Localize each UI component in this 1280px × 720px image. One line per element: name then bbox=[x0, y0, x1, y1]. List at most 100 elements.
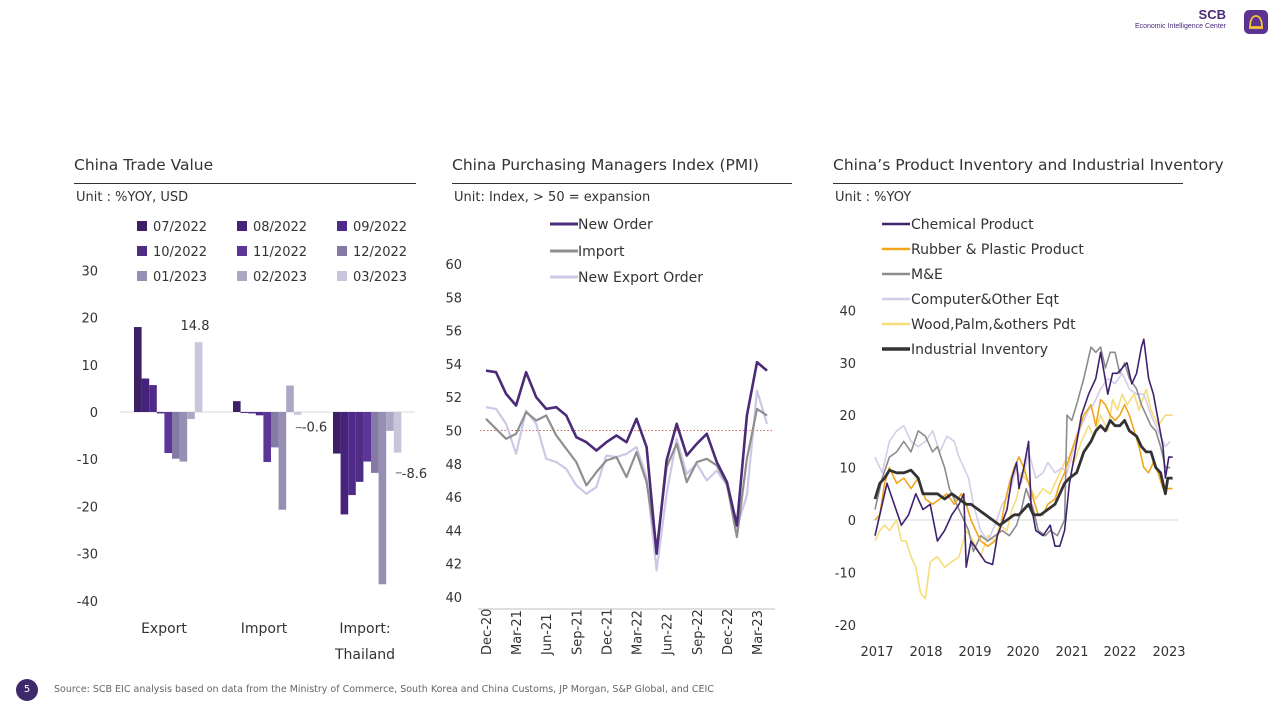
trade-category-label: Export bbox=[141, 621, 187, 637]
trade-bar bbox=[363, 412, 371, 462]
trade-legend-swatch bbox=[237, 271, 247, 281]
pmi-ytick-label: 48 bbox=[445, 458, 462, 473]
pmi-legend-label: New Order bbox=[578, 217, 653, 233]
pmi-ytick-label: 60 bbox=[445, 258, 462, 273]
trade-legend-swatch bbox=[137, 271, 147, 281]
inventory-ytick-label: 30 bbox=[839, 357, 856, 372]
trade-bar bbox=[340, 412, 349, 515]
inventory-ytick-label: -10 bbox=[835, 566, 856, 581]
brand-text: SCB Economic Intelligence Center bbox=[1135, 8, 1226, 31]
trade-bar bbox=[393, 412, 402, 453]
pmi-xtick-label: Mar-23 bbox=[751, 610, 766, 655]
pmi-series-line bbox=[485, 389, 769, 572]
trade-legend-label: 01/2023 bbox=[153, 270, 207, 285]
trade-bar bbox=[286, 385, 294, 412]
trade-ytick-label: 30 bbox=[81, 264, 98, 279]
inventory-ytick-label: -20 bbox=[835, 619, 856, 634]
trade-legend-label: 12/2022 bbox=[353, 245, 407, 260]
scb-logo-mark bbox=[1244, 10, 1268, 34]
pmi-title-rule bbox=[452, 183, 792, 184]
pmi-panel: China Purchasing Managers Index (PMI) Un… bbox=[452, 150, 797, 670]
pmi-ytick-label: 42 bbox=[445, 558, 462, 573]
pmi-xtick-label: Dec-22 bbox=[721, 609, 736, 655]
pmi-ytick-label: 44 bbox=[445, 524, 462, 539]
trade-bar bbox=[240, 412, 249, 413]
inventory-unit-label: Unit : %YOY bbox=[835, 190, 912, 205]
trade-bar bbox=[248, 412, 256, 414]
trade-bar bbox=[141, 378, 150, 412]
pmi-ytick-label: 50 bbox=[445, 425, 462, 440]
pmi-series-line bbox=[485, 360, 768, 556]
pmi-xtick-label: Mar-22 bbox=[631, 610, 646, 655]
trade-bar bbox=[278, 412, 287, 510]
inventory-series-line bbox=[874, 346, 1171, 553]
inventory-legend-label: Wood,Palm,&others Pdt bbox=[911, 317, 1076, 333]
trade-legend-label: 02/2023 bbox=[253, 270, 307, 285]
trade-legend-label: 11/2022 bbox=[253, 245, 307, 260]
trade-bar bbox=[263, 412, 271, 463]
trade-legend-swatch bbox=[137, 221, 147, 231]
trade-bar bbox=[271, 412, 279, 448]
trade-data-label: 14.8 bbox=[181, 319, 210, 334]
source-note: Source: SCB EIC analysis based on data f… bbox=[54, 684, 714, 695]
inventory-series-line bbox=[874, 398, 1173, 548]
pmi-xtick-label: Jun-22 bbox=[661, 613, 676, 656]
brand-subtitle: Economic Intelligence Center bbox=[1134, 23, 1226, 30]
pmi-xtick-label: Mar-21 bbox=[510, 610, 525, 655]
trade-category-label: Import bbox=[241, 621, 288, 637]
inventory-ytick-label: 20 bbox=[839, 409, 856, 424]
trade-bar bbox=[293, 412, 302, 415]
trade-ytick-label: -10 bbox=[77, 453, 98, 468]
trade-bar bbox=[333, 412, 341, 454]
trade-ytick-label: -30 bbox=[77, 548, 98, 563]
inventory-legend-label: M&E bbox=[911, 267, 943, 283]
inventory-chart-title: China’s Product Inventory and Industrial… bbox=[833, 156, 1224, 174]
inventory-xtick-label: 2017 bbox=[860, 645, 893, 660]
inventory-xtick-label: 2019 bbox=[958, 645, 991, 660]
trade-bar bbox=[355, 412, 364, 482]
pmi-legend-label: New Export Order bbox=[578, 270, 703, 286]
trade-category-label: Thailand bbox=[334, 647, 395, 663]
pmi-xtick-label: Dec-20 bbox=[480, 609, 495, 655]
pmi-ytick-label: 56 bbox=[445, 325, 462, 340]
pmi-legend-label: Import bbox=[578, 244, 625, 260]
trade-category-label: Import: bbox=[339, 621, 390, 637]
page-number: 5 bbox=[16, 679, 38, 701]
trade-unit-label: Unit : %YOY, USD bbox=[76, 190, 189, 205]
trade-legend-label: 08/2022 bbox=[253, 220, 307, 235]
inventory-xtick-label: 2023 bbox=[1152, 645, 1185, 660]
trade-title-rule bbox=[74, 183, 416, 184]
pmi-chart-title: China Purchasing Managers Index (PMI) bbox=[452, 156, 759, 174]
trade-bar bbox=[371, 412, 379, 473]
trade-legend-swatch bbox=[137, 246, 147, 256]
trade-bar bbox=[187, 412, 195, 420]
trade-bar bbox=[134, 327, 142, 412]
trade-legend-swatch bbox=[337, 221, 347, 231]
trade-chart-title: China Trade Value bbox=[74, 156, 214, 174]
pmi-ytick-label: 46 bbox=[445, 491, 462, 506]
trade-bar bbox=[172, 412, 180, 459]
inventory-series-line bbox=[874, 372, 1171, 542]
inventory-series-line bbox=[874, 388, 1173, 600]
trade-bar bbox=[156, 412, 165, 414]
trade-legend-label: 03/2023 bbox=[353, 270, 407, 285]
pmi-unit-label: Unit: Index, > 50 = expansion bbox=[454, 190, 651, 205]
trade-bar bbox=[255, 412, 264, 416]
trade-legend-swatch bbox=[337, 246, 347, 256]
trade-value-panel: China Trade Value Unit : %YOY, USD bbox=[74, 150, 419, 670]
pmi-ytick-label: 54 bbox=[445, 358, 462, 373]
inventory-xtick-label: 2021 bbox=[1055, 645, 1088, 660]
trade-ytick-label: 10 bbox=[81, 359, 98, 374]
inventory-xtick-label: 2018 bbox=[909, 645, 942, 660]
inventory-series-line bbox=[873, 418, 1173, 527]
trade-bar bbox=[348, 412, 356, 496]
pmi-xtick-label: Sep-22 bbox=[691, 609, 706, 655]
trade-bar bbox=[194, 342, 203, 412]
inventory-title-rule bbox=[833, 183, 1183, 184]
inventory-legend-label: Chemical Product bbox=[911, 217, 1034, 233]
trade-legend-swatch bbox=[337, 271, 347, 281]
trade-ytick-label: -40 bbox=[77, 595, 98, 610]
trade-ytick-label: -20 bbox=[77, 500, 98, 515]
